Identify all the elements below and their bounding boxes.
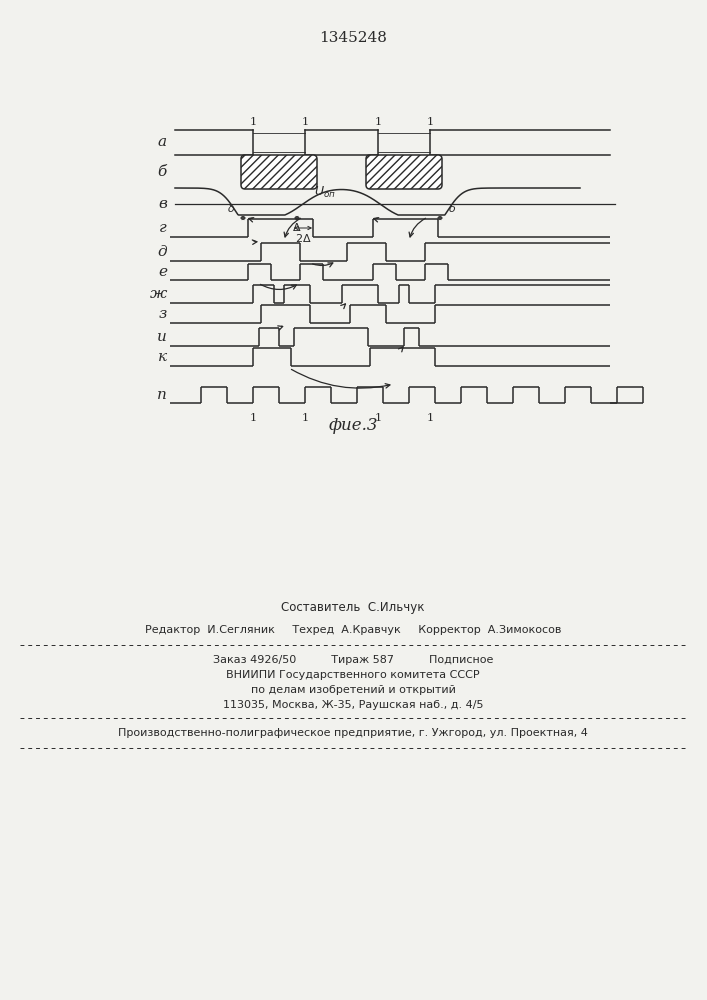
Text: $\Delta$: $\Delta$ xyxy=(292,221,302,233)
Text: $\delta$: $\delta$ xyxy=(448,202,456,214)
Text: 1: 1 xyxy=(301,413,308,423)
Text: д: д xyxy=(158,245,167,259)
Text: к: к xyxy=(158,350,167,364)
Text: 1: 1 xyxy=(250,413,257,423)
Text: ж: ж xyxy=(150,287,167,301)
Text: 1: 1 xyxy=(375,413,382,423)
Text: з: з xyxy=(158,307,167,321)
Text: 1: 1 xyxy=(375,117,382,127)
Text: и: и xyxy=(157,330,167,344)
Text: 1: 1 xyxy=(250,117,257,127)
Text: г: г xyxy=(159,221,167,235)
Text: Производственно-полиграфическое предприятие, г. Ужгород, ул. Проектная, 4: Производственно-полиграфическое предприя… xyxy=(118,728,588,738)
FancyBboxPatch shape xyxy=(241,155,317,189)
Text: ВНИИПИ Государственного комитета СССР: ВНИИПИ Государственного комитета СССР xyxy=(226,670,480,680)
Text: $U_{оп}$: $U_{оп}$ xyxy=(314,184,336,200)
Text: 1: 1 xyxy=(426,117,433,127)
Text: $\delta$: $\delta$ xyxy=(227,202,235,214)
Text: Составитель  С.Ильчук: Составитель С.Ильчук xyxy=(281,601,425,614)
Text: в: в xyxy=(158,197,167,211)
Text: е: е xyxy=(158,265,167,279)
Text: 1345248: 1345248 xyxy=(319,31,387,45)
Text: по делам изобретений и открытий: по делам изобретений и открытий xyxy=(250,685,455,695)
Text: 1: 1 xyxy=(426,413,433,423)
Text: фие.3: фие.3 xyxy=(328,416,378,434)
FancyBboxPatch shape xyxy=(366,155,442,189)
Text: Редактор  И.Сегляник     Техред  А.Кравчук     Корректор  А.Зимокосов: Редактор И.Сегляник Техред А.Кравчук Кор… xyxy=(145,625,561,635)
Text: б: б xyxy=(158,165,167,179)
Text: Заказ 4926/50          Тираж 587          Подписное: Заказ 4926/50 Тираж 587 Подписное xyxy=(213,655,493,665)
Text: п: п xyxy=(157,388,167,402)
Text: 1: 1 xyxy=(301,117,308,127)
Text: 113035, Москва, Ж-35, Раушская наб., д. 4/5: 113035, Москва, Ж-35, Раушская наб., д. … xyxy=(223,700,484,710)
Text: а: а xyxy=(158,135,167,149)
Text: $2\Delta$: $2\Delta$ xyxy=(295,232,311,244)
